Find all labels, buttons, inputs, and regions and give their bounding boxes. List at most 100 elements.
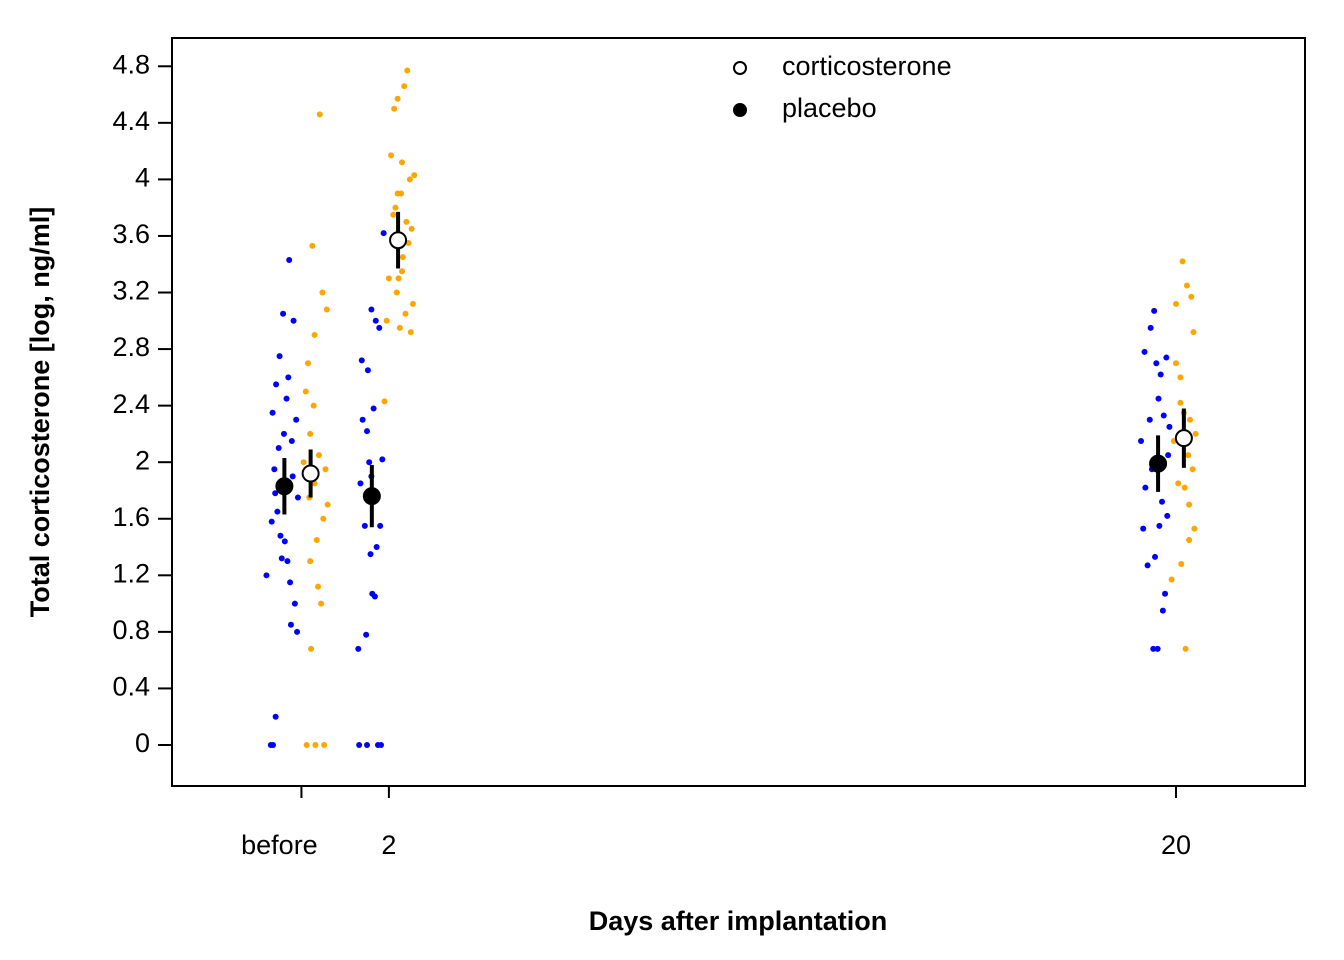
data-point: [1144, 562, 1151, 569]
data-point: [363, 631, 370, 638]
data-point: [281, 538, 288, 545]
data-point: [381, 398, 388, 405]
data-point: [300, 459, 307, 466]
y-tick-label: 1.2: [112, 558, 150, 588]
data-point: [322, 466, 329, 473]
mean-marker: [1149, 454, 1168, 473]
data-point: [1153, 360, 1160, 367]
y-tick-label: 2.4: [112, 389, 150, 419]
data-point: [406, 176, 413, 183]
data-point: [390, 211, 397, 218]
data-point: [294, 494, 301, 501]
legend-label: placebo: [782, 93, 877, 123]
data-point: [364, 741, 371, 748]
data-point: [293, 416, 300, 423]
data-point: [392, 204, 399, 211]
data-point: [393, 289, 400, 296]
data-point: [271, 466, 278, 473]
data-point: [370, 405, 377, 412]
data-point: [1181, 484, 1188, 491]
data-point: [355, 645, 362, 652]
data-point: [1155, 395, 1162, 402]
data-point: [294, 628, 301, 635]
data-point: [1142, 484, 1149, 491]
y-tick-label: 4.4: [112, 106, 150, 136]
data-point: [356, 741, 363, 748]
data-point: [321, 741, 328, 748]
data-point: [273, 381, 280, 388]
data-point: [361, 522, 368, 529]
data-point: [283, 395, 290, 402]
data-point: [379, 456, 386, 463]
data-point: [1188, 293, 1195, 300]
data-point: [1156, 522, 1163, 529]
data-point: [269, 409, 276, 416]
data-point: [291, 600, 298, 607]
data-point: [1186, 536, 1193, 543]
data-point: [1177, 399, 1184, 406]
y-tick-label: 0.8: [112, 615, 150, 645]
y-tick-label: 2: [135, 445, 150, 475]
data-point: [366, 459, 373, 466]
data-point: [399, 254, 406, 261]
data-point: [1150, 645, 1157, 652]
data-point: [402, 310, 409, 317]
data-point: [364, 367, 371, 374]
data-point: [1147, 324, 1154, 331]
data-point: [290, 317, 297, 324]
data-point: [394, 95, 401, 102]
data-point: [408, 225, 415, 232]
data-point: [380, 230, 387, 237]
data-point: [307, 430, 314, 437]
data-point: [1183, 282, 1190, 289]
data-point: [407, 329, 414, 336]
y-tick-label: 0.4: [112, 672, 150, 702]
data-point: [310, 402, 317, 409]
x-tick-label: 2: [381, 830, 396, 860]
y-tick-label: 2.8: [112, 332, 150, 362]
data-point: [263, 572, 270, 579]
data-point: [304, 360, 311, 367]
data-point: [276, 353, 283, 360]
data-point: [404, 67, 411, 74]
data-point: [302, 388, 309, 395]
data-point: [319, 289, 326, 296]
plot-frame: [171, 37, 1306, 787]
data-point: [1175, 480, 1182, 487]
data-point: [287, 579, 294, 586]
y-tick-label: 3.6: [112, 219, 150, 249]
data-point: [385, 275, 392, 282]
data-point: [358, 357, 365, 364]
data-point: [1190, 329, 1197, 336]
data-point: [1179, 258, 1186, 265]
y-tick-label: 3.2: [112, 276, 150, 306]
data-point: [1154, 645, 1161, 652]
y-axis-title: Total corticosterone [log, ng/ml]: [25, 207, 55, 618]
y-tick-label: 0: [135, 728, 150, 758]
data-point: [391, 105, 398, 112]
data-point: [395, 275, 402, 282]
data-point: [1146, 416, 1153, 423]
data-point: [286, 256, 293, 263]
data-point: [313, 536, 320, 543]
data-point: [396, 324, 403, 331]
data-point: [1157, 371, 1164, 378]
data-point: [401, 83, 408, 90]
data-point: [284, 558, 291, 565]
data-point: [278, 555, 285, 562]
data-point: [320, 515, 327, 522]
data-point: [1189, 466, 1196, 473]
data-point: [1162, 590, 1169, 597]
data-point: [409, 300, 416, 307]
data-point: [1163, 354, 1170, 361]
data-point: [1152, 553, 1159, 560]
data-point: [287, 621, 294, 628]
data-point: [1138, 437, 1145, 444]
data-point: [1185, 452, 1192, 459]
data-point: [1173, 300, 1180, 307]
data-point: [308, 645, 315, 652]
data-point: [394, 190, 401, 197]
data-point: [403, 218, 410, 225]
y-tick-label: 4.8: [112, 49, 150, 79]
mean-marker: [362, 487, 381, 506]
